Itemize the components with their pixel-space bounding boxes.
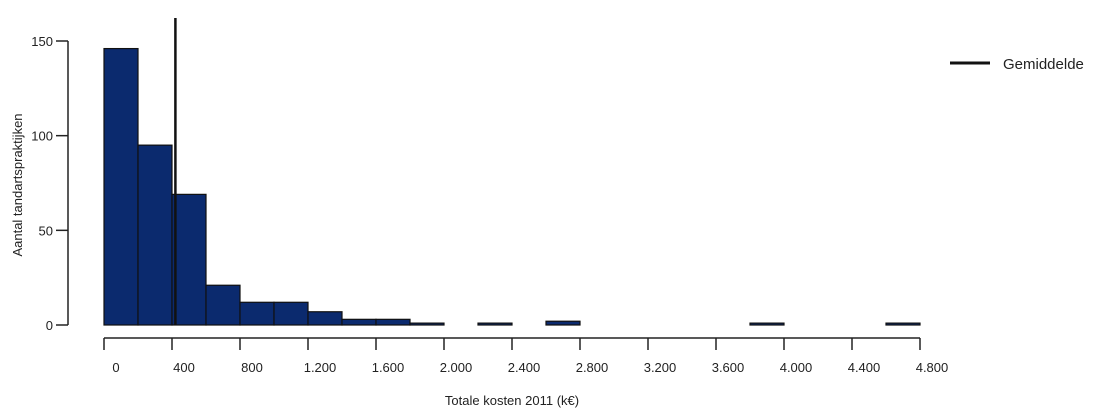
histogram-bar	[375, 318, 411, 326]
y-tick-label: 100	[31, 129, 53, 144]
y-tick-label: 50	[39, 223, 53, 238]
x-tick-label: 800	[241, 360, 263, 375]
x-tick-label: 3.600	[712, 360, 745, 375]
y-tick-label: 0	[46, 318, 53, 333]
x-tick-label: 3.200	[644, 360, 677, 375]
x-tick-label: 2.800	[576, 360, 609, 375]
histogram-bar	[749, 322, 785, 326]
y-axis: 0 50 100 150	[31, 34, 69, 333]
y-tick-label: 150	[31, 34, 53, 49]
histogram-bar	[477, 322, 513, 326]
histogram-bar	[239, 301, 275, 326]
histogram-bar	[273, 301, 309, 326]
histogram-bar	[205, 284, 241, 326]
histogram-bar	[545, 320, 581, 326]
histogram-bar	[307, 311, 343, 326]
histogram-bar	[171, 193, 207, 326]
histogram-bar	[137, 144, 173, 326]
x-axis-label: Totale kosten 2011 (k€)	[445, 393, 579, 408]
x-tick-label: 4.000	[780, 360, 813, 375]
legend-label-mean: Gemiddelde	[1003, 56, 1084, 73]
histogram-bars	[103, 47, 921, 326]
histogram-bar	[885, 322, 921, 326]
x-tick-label: 4.800	[916, 360, 949, 375]
x-tick-label: 0	[112, 360, 119, 375]
x-tick-label: 400	[173, 360, 195, 375]
x-tick-label: 1.600	[372, 360, 405, 375]
y-axis-label: Aantal tandartspraktijken	[10, 113, 25, 256]
x-axis: 0 400 800 1.200 1.600 2.000 2.400 2.800 3.200 3.6…	[103, 337, 949, 375]
x-tick-label: 2.000	[440, 360, 473, 375]
histogram-bar	[409, 322, 445, 326]
x-tick-label: 1.200	[304, 360, 337, 375]
histogram-bar	[341, 318, 377, 326]
histogram-bar	[103, 47, 139, 326]
legend: Gemiddelde	[950, 56, 1084, 73]
x-tick-label: 2.400	[508, 360, 541, 375]
x-tick-label: 4.400	[848, 360, 881, 375]
